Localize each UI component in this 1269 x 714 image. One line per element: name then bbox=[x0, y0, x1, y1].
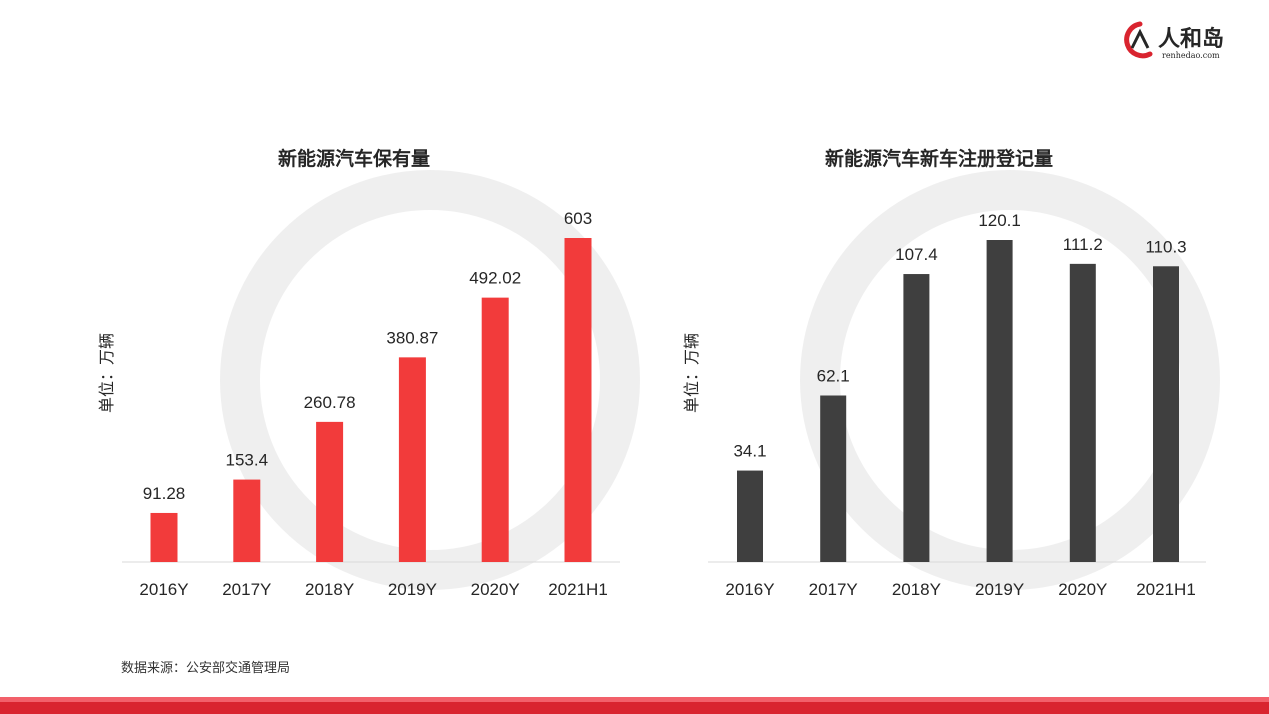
bar bbox=[737, 470, 763, 562]
chart-title-right: 新能源汽车新车注册登记量 bbox=[824, 149, 1054, 170]
x-tick-label: 2019Y bbox=[388, 580, 437, 599]
x-tick-label: 2018Y bbox=[305, 580, 354, 599]
data-label: 260.78 bbox=[304, 393, 356, 412]
data-label: 111.2 bbox=[1063, 235, 1103, 254]
bar bbox=[820, 395, 847, 562]
x-tick-label: 2017Y bbox=[222, 580, 271, 599]
data-label: 107.4 bbox=[895, 245, 938, 264]
x-tick-label: 2016Y bbox=[725, 580, 774, 599]
bar bbox=[1069, 263, 1096, 562]
footer-bar bbox=[0, 697, 1269, 714]
bar bbox=[903, 274, 930, 562]
bar bbox=[233, 479, 261, 562]
data-label: 603 bbox=[564, 209, 592, 228]
x-tick-label: 2020Y bbox=[471, 580, 520, 599]
logo-url: renhedao.com bbox=[1162, 51, 1220, 60]
bar bbox=[481, 297, 509, 562]
bar bbox=[398, 357, 426, 562]
bar bbox=[316, 421, 344, 562]
x-tick-label: 2021H1 bbox=[1136, 580, 1196, 599]
data-label: 492.02 bbox=[469, 269, 521, 288]
data-label: 153.4 bbox=[226, 451, 269, 470]
x-tick-label: 2021H1 bbox=[548, 580, 608, 599]
data-label: 110.3 bbox=[1145, 237, 1186, 256]
x-tick-label: 2018Y bbox=[892, 580, 941, 599]
bar bbox=[1153, 266, 1179, 562]
bar bbox=[564, 238, 592, 562]
x-tick-label: 2016Y bbox=[139, 580, 188, 599]
x-tick-label: 2017Y bbox=[809, 580, 858, 599]
data-label: 380.87 bbox=[386, 328, 438, 347]
bar bbox=[986, 240, 1013, 562]
source-note: 数据来源：公安部交通管理局 bbox=[121, 660, 291, 675]
x-tick-label: 2020Y bbox=[1058, 580, 1107, 599]
x-tick-label: 2019Y bbox=[975, 580, 1024, 599]
data-label: 120.1 bbox=[978, 211, 1021, 230]
data-label: 91.28 bbox=[143, 484, 186, 503]
bar bbox=[150, 512, 178, 562]
data-label: 62.1 bbox=[817, 367, 850, 386]
data-label: 34.1 bbox=[733, 442, 766, 461]
brand-logo: 人和岛 renhedao.com bbox=[1118, 18, 1238, 64]
logo-text: 人和岛 bbox=[1158, 26, 1224, 52]
chart-title-left: 新能源汽车保有量 bbox=[277, 149, 431, 170]
